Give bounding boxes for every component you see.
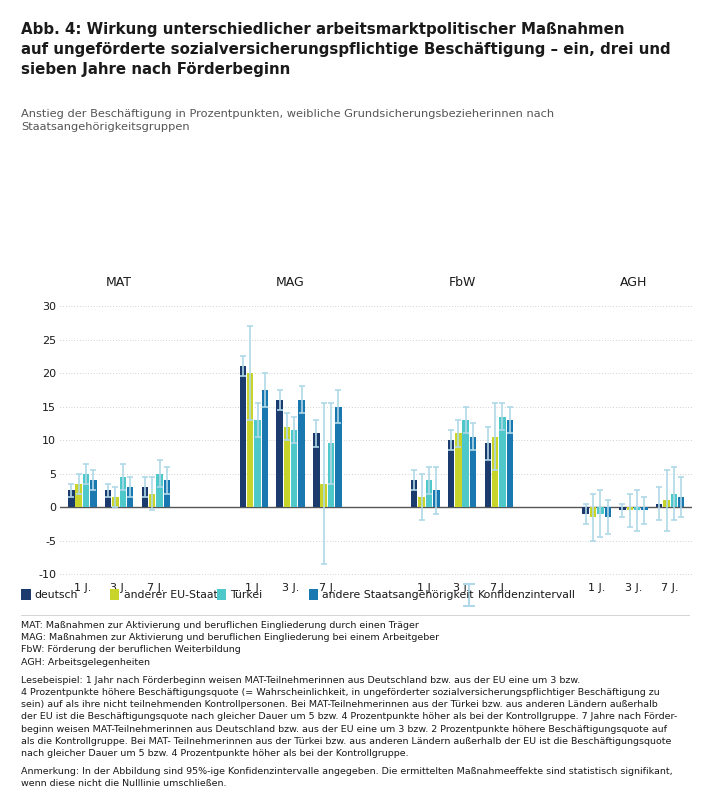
Text: 4 Prozentpunkte höhere Beschäftigungsquote (= Wahrscheinlichkeit, in ungefördert: 4 Prozentpunkte höhere Beschäftigungsquo… xyxy=(21,688,660,697)
Text: AGH: Arbeitsgelegenheiten: AGH: Arbeitsgelegenheiten xyxy=(21,658,151,667)
Bar xyxy=(597,507,604,514)
Bar xyxy=(254,420,261,507)
Text: FbW: Förderung der beruflichen Weiterbildung: FbW: Förderung der beruflichen Weiterbil… xyxy=(21,645,241,654)
Text: AGH: AGH xyxy=(620,276,647,289)
Text: Anstieg der Beschäftigung in Prozentpunkten, weibliche Grundsicherungsbezieherin: Anstieg der Beschäftigung in Prozentpunk… xyxy=(21,109,555,132)
Bar xyxy=(112,497,119,507)
Text: MAT: MAT xyxy=(106,276,132,289)
Bar xyxy=(105,490,111,507)
Bar xyxy=(604,507,611,517)
Text: Lesebeispiel: 1 Jahr nach Förderbeginn weisen MAT-Teilnehmerinnen aus Deutschlan: Lesebeispiel: 1 Jahr nach Förderbeginn w… xyxy=(21,676,581,684)
Bar xyxy=(590,507,596,517)
Bar xyxy=(68,490,75,507)
Bar xyxy=(470,437,476,507)
Text: Abb. 4: Wirkung unterschiedlicher arbeitsmarktpolitischer Maßnahmen
auf ungeförd: Abb. 4: Wirkung unterschiedlicher arbeit… xyxy=(21,22,671,77)
Bar xyxy=(291,430,297,507)
Bar xyxy=(284,426,290,507)
Bar xyxy=(90,480,97,507)
Bar xyxy=(119,477,126,507)
Bar xyxy=(276,400,283,507)
Text: MAG: Maßnahmen zur Aktivierung und beruflichen Eingliederung bei einem Arbeitgeb: MAG: Maßnahmen zur Aktivierung und beruf… xyxy=(21,633,439,642)
Bar xyxy=(247,373,253,507)
Bar xyxy=(433,490,439,507)
Bar xyxy=(619,507,626,510)
Bar xyxy=(462,420,469,507)
Bar xyxy=(75,483,82,507)
Bar xyxy=(335,407,342,507)
Text: nach gleicher Dauer um 5 bzw. 4 Prozentpunkte höher als bei der Kontrollgruppe.: nach gleicher Dauer um 5 bzw. 4 Prozentp… xyxy=(21,749,409,758)
Bar xyxy=(261,390,268,507)
Bar xyxy=(83,474,89,507)
Bar xyxy=(149,494,155,507)
Text: der EU ist die Beschäftigungsquote nach gleicher Dauer um 5 bzw. 4 Prozentpunkte: der EU ist die Beschäftigungsquote nach … xyxy=(21,713,677,721)
Bar xyxy=(671,494,677,507)
Text: deutsch: deutsch xyxy=(35,590,78,600)
Text: beginn weisen MAT-Teilnehmerinnen aus Deutschland bzw. aus der EU eine um 3 bzw.: beginn weisen MAT-Teilnehmerinnen aus De… xyxy=(21,725,667,733)
Bar xyxy=(484,444,491,507)
Bar xyxy=(448,440,454,507)
Bar xyxy=(426,480,432,507)
Bar xyxy=(506,420,513,507)
Bar xyxy=(663,501,670,507)
Bar xyxy=(656,504,662,507)
Text: als die Kontrollgruppe. Bei MAT- Teilnehmerinnen aus der Türkei bzw. aus anderen: als die Kontrollgruppe. Bei MAT- Teilneh… xyxy=(21,737,672,746)
Bar xyxy=(328,444,334,507)
Bar xyxy=(418,497,425,507)
Bar xyxy=(455,433,462,507)
Text: Türkei: Türkei xyxy=(230,590,262,600)
Bar xyxy=(313,433,320,507)
Bar xyxy=(678,497,684,507)
Bar xyxy=(164,480,170,507)
Text: MAT: Maßnahmen zur Aktivierung und beruflichen Eingliederung durch einen Träger: MAT: Maßnahmen zur Aktivierung und beruf… xyxy=(21,621,419,630)
Bar xyxy=(634,507,640,510)
Text: sein) auf als ihre nicht teilnehmenden Kontrollpersonen. Bei MAT-Teilnehmerinnen: sein) auf als ihre nicht teilnehmenden K… xyxy=(21,700,658,709)
Bar xyxy=(141,487,148,507)
Bar xyxy=(127,487,133,507)
Text: Anmerkung: In der Abbildung sind 95%-ige Konfidenzintervalle angegeben. Die ermi: Anmerkung: In der Abbildung sind 95%-ige… xyxy=(21,767,673,776)
Text: wenn diese nicht die Nulllinie umschließen.: wenn diese nicht die Nulllinie umschließ… xyxy=(21,779,226,788)
Bar xyxy=(492,437,498,507)
Text: andere Staatsangehörigkeit: andere Staatsangehörigkeit xyxy=(322,590,474,600)
Bar xyxy=(626,507,633,510)
Bar xyxy=(239,366,246,507)
Bar xyxy=(156,474,163,507)
Text: MAG: MAG xyxy=(276,276,305,289)
Text: anderer EU-Staat: anderer EU-Staat xyxy=(124,590,217,600)
Bar xyxy=(411,480,417,507)
Bar xyxy=(499,417,506,507)
Text: Konfidenzintervall: Konfidenzintervall xyxy=(478,590,576,600)
Bar xyxy=(298,400,305,507)
Bar xyxy=(641,507,648,510)
Bar xyxy=(582,507,589,514)
Bar xyxy=(320,483,327,507)
Text: FbW: FbW xyxy=(448,276,476,289)
